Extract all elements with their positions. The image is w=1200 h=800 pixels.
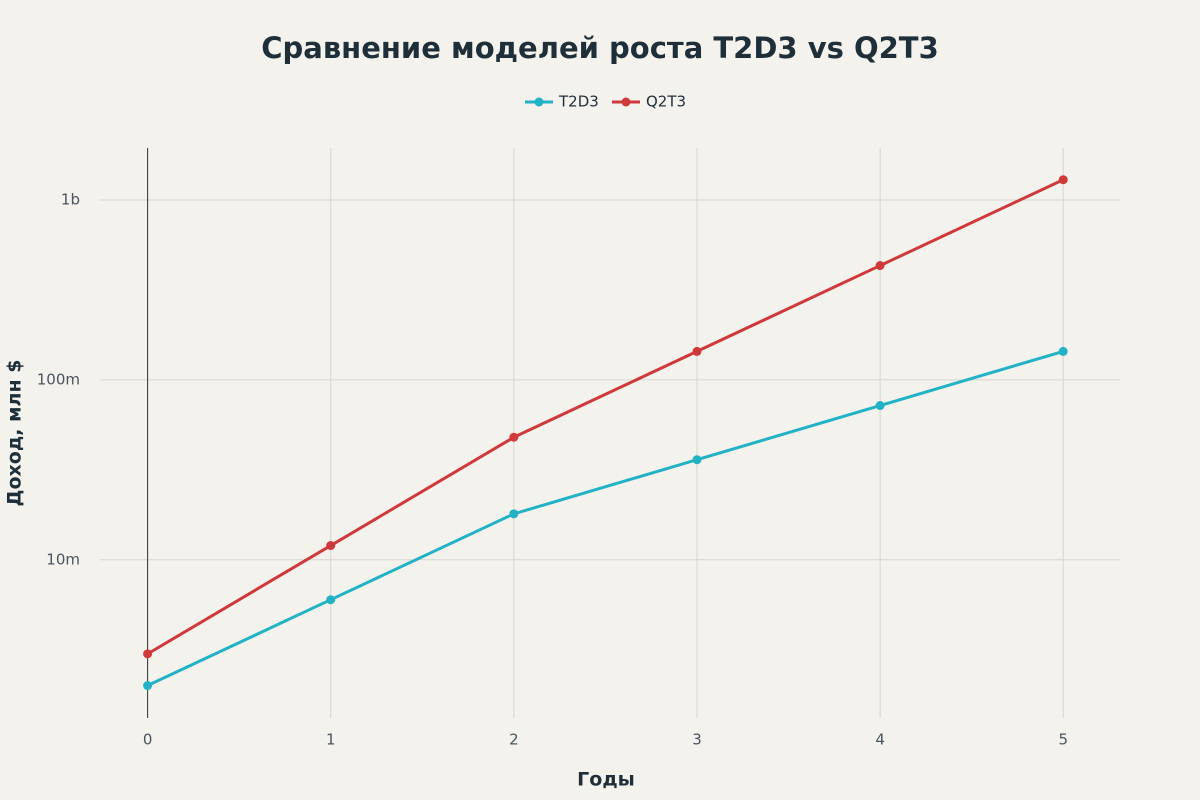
data-point — [692, 455, 702, 465]
x-tick-label: 3 — [692, 731, 702, 749]
y-axis-title: Доход, млн $ — [4, 360, 26, 507]
data-point — [875, 401, 885, 411]
data-point — [1058, 346, 1068, 356]
data-point — [143, 681, 153, 691]
data-point — [326, 541, 336, 551]
legend-label: Q2T3 — [646, 93, 686, 111]
x-tick-label: 1 — [326, 731, 336, 749]
series-line — [146, 178, 1064, 656]
y-tick-label: 10m — [46, 550, 80, 568]
x-tick-label: 4 — [875, 731, 885, 749]
chart-title: Сравнение моделей роста T2D3 vs Q2T3 — [261, 31, 939, 65]
y-tick-label: 100m — [37, 370, 80, 388]
y-tick-label: 1b — [61, 190, 80, 208]
data-point — [326, 595, 336, 605]
legend-marker — [621, 97, 631, 107]
data-point — [692, 346, 702, 356]
data-point — [143, 649, 153, 659]
data-point — [509, 432, 519, 442]
legend-label: T2D3 — [558, 93, 599, 111]
x-tick-label: 5 — [1058, 731, 1068, 749]
x-tick-label: 2 — [509, 731, 519, 749]
data-point — [1058, 175, 1068, 185]
data-point — [875, 261, 885, 271]
legend-marker — [534, 97, 544, 107]
x-axis-title: Годы — [577, 769, 635, 791]
data-point — [509, 509, 519, 519]
series-line — [146, 349, 1064, 687]
x-tick-label: 0 — [143, 731, 153, 749]
